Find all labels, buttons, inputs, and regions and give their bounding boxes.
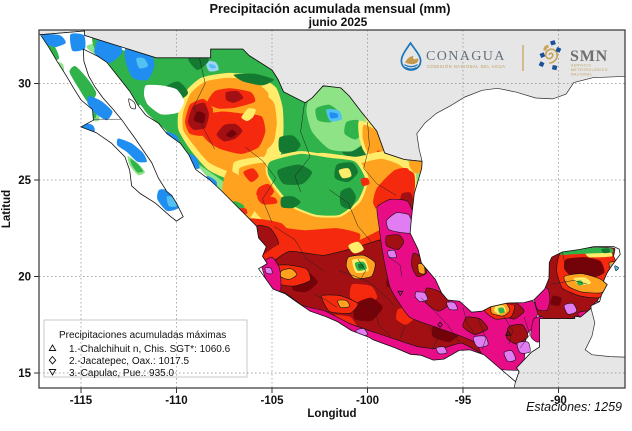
svg-text:Precipitación acumulada mensua: Precipitación acumulada mensual (mm): [209, 1, 450, 16]
svg-text:15: 15: [18, 368, 31, 380]
svg-text:20: 20: [18, 272, 31, 284]
svg-text:-95: -95: [455, 395, 472, 407]
svg-text:junio 2025: junio 2025: [308, 15, 368, 29]
svg-text:2.-Jacatepec, Oax.: 1017.5: 2.-Jacatepec, Oax.: 1017.5: [69, 356, 190, 367]
svg-text:Latitud: Latitud: [1, 190, 13, 228]
svg-text:3.-Capulac, Pue.: 935.0: 3.-Capulac, Pue.: 935.0: [69, 368, 175, 379]
svg-text:COMISIÓN NACIONAL DEL AGUA: COMISIÓN NACIONAL DEL AGUA: [427, 64, 505, 69]
svg-text:25: 25: [18, 175, 31, 187]
svg-text:-115: -115: [70, 395, 93, 407]
svg-text:1.-Chalchihuit n, Chis. SGT*:: 1.-Chalchihuit n, Chis. SGT*: 1060.6: [69, 344, 231, 355]
svg-text:SMN: SMN: [570, 48, 608, 65]
svg-text:Longitud: Longitud: [307, 408, 356, 420]
svg-text:Precipitaciones acumuladas máx: Precipitaciones acumuladas máximas: [59, 330, 226, 341]
svg-text:-90: -90: [550, 395, 567, 407]
svg-text:-100: -100: [356, 395, 379, 407]
svg-text:30: 30: [18, 79, 31, 91]
svg-text:CONAGUA: CONAGUA: [426, 49, 506, 64]
svg-text:-110: -110: [165, 395, 187, 407]
svg-text:METEOROLÓGICO: METEOROLÓGICO: [571, 67, 608, 72]
svg-text:SERVICIO: SERVICIO: [571, 64, 591, 68]
svg-text:Estaciones: 1259: Estaciones: 1259: [526, 400, 622, 414]
svg-text:NACIONAL: NACIONAL: [571, 73, 592, 77]
svg-text:-105: -105: [260, 395, 284, 407]
